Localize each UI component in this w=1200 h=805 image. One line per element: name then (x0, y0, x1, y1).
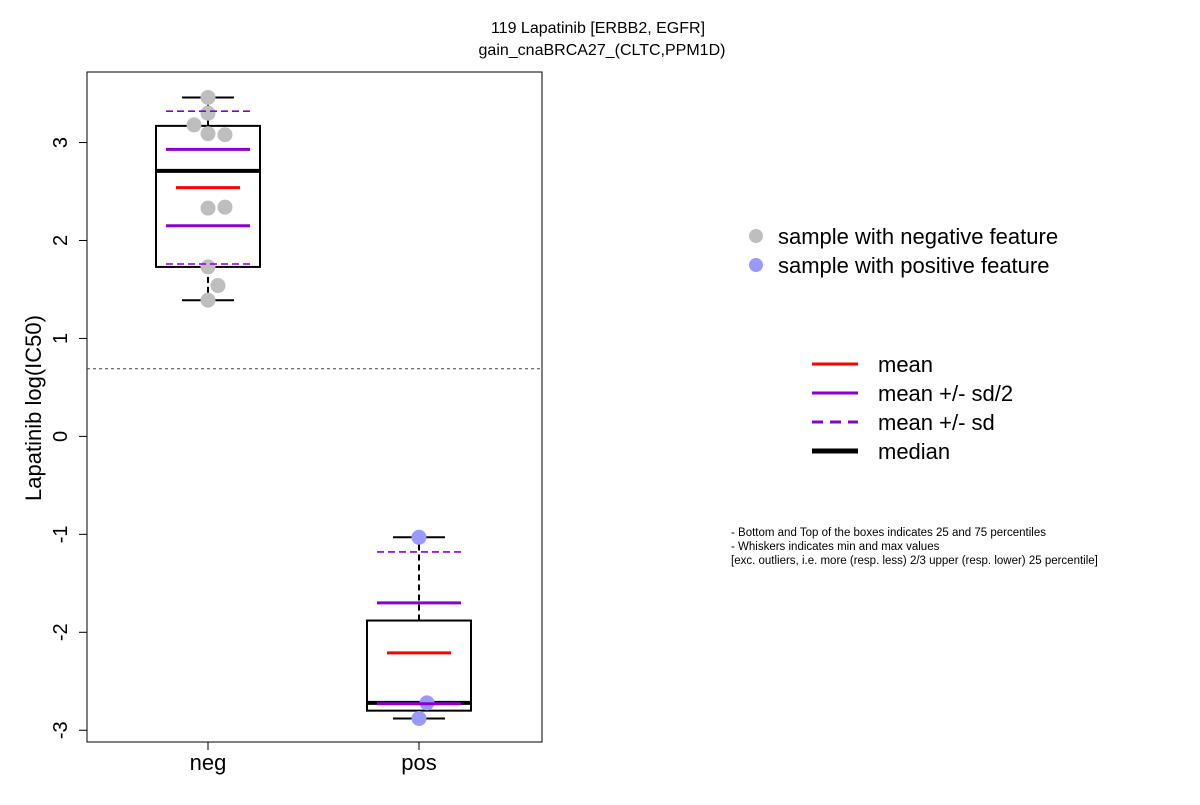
chart-title: 119 Lapatinib [ERBB2, EGFR] (491, 20, 705, 37)
y-tick-label: -3 (50, 721, 72, 739)
box-pos (366, 619, 472, 712)
legend-line-label: mean +/- sd/2 (878, 381, 1013, 406)
y-tick-label: 2 (50, 235, 72, 246)
sample-point-neg (217, 199, 233, 215)
sample-point-neg (200, 259, 216, 275)
legend-point-marker (749, 258, 763, 272)
x-tick-label: pos (401, 750, 436, 775)
chart-subtitle: gain_cnaBRCA27_(CLTC,PPM1D) (479, 42, 726, 59)
footnote-line: - Whiskers indicates min and max values (731, 541, 940, 553)
sample-point-neg (200, 126, 216, 142)
legend-line-label: mean +/- sd (878, 410, 995, 435)
sample-point-neg (210, 278, 226, 294)
box-neg (155, 124, 261, 268)
sample-point-neg (200, 105, 216, 121)
sample-point-neg (200, 200, 216, 216)
y-tick-label: 0 (50, 431, 72, 442)
footnote-line: [exc. outliers, i.e. more (resp. less) 2… (731, 555, 1098, 567)
x-tick-label: neg (190, 750, 227, 775)
plot-frame (86, 71, 543, 743)
y-tick-label: 3 (50, 137, 72, 148)
sample-point-neg (200, 89, 216, 105)
plot-layer: -3 -2 -1 0 1 2 3 neg pos (50, 89, 542, 775)
legend-point-label: sample with positive feature (778, 253, 1049, 278)
sample-point-pos (411, 529, 427, 545)
footnote-line: - Bottom and Top of the boxes indicates … (731, 527, 1046, 539)
legend-line-label: median (878, 439, 950, 464)
legend: sample with negative feature sample with … (749, 224, 1058, 464)
y-tick-label: 1 (50, 333, 72, 344)
sample-point-neg (200, 292, 216, 308)
y-tick-label: -1 (50, 525, 72, 543)
sample-point-neg (217, 127, 233, 143)
sample-point-pos (411, 710, 427, 726)
legend-point-marker (749, 229, 763, 243)
y-tick-label: -2 (50, 623, 72, 641)
legend-point-label: sample with negative feature (778, 224, 1058, 249)
legend-line-label: mean (878, 352, 933, 377)
footnotes: - Bottom and Top of the boxes indicates … (731, 527, 1098, 567)
sample-point-neg (186, 117, 202, 133)
y-axis-label: Lapatinib log(IC50) (21, 315, 46, 501)
